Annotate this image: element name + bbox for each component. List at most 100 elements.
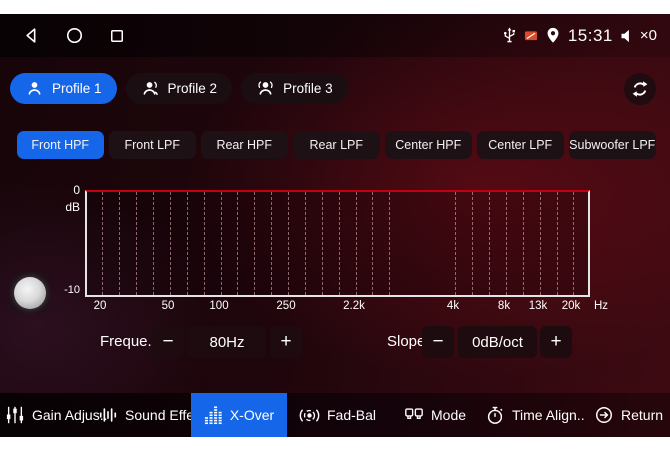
tab-label: Front HPF bbox=[31, 137, 90, 152]
x-axis-ticks: 20 50 100 250 2.2k 4k 8k 13k 20k bbox=[85, 300, 605, 314]
chart-gridline bbox=[254, 192, 255, 295]
x-axis-tick: 20 bbox=[93, 300, 107, 312]
chart-gridline bbox=[372, 192, 373, 295]
chart-gridline bbox=[557, 192, 558, 295]
x-axis-tick: 20k bbox=[561, 300, 581, 312]
frequency-plus-button[interactable]: + bbox=[270, 326, 302, 358]
toolbar-label: Sound Effe.. bbox=[125, 407, 202, 423]
chart-gridline bbox=[489, 192, 490, 295]
chart-gridline bbox=[389, 192, 390, 295]
bottom-toolbar: Gain Adjus.. Sound Effe.. bbox=[0, 393, 670, 437]
tab-rear-lpf[interactable]: Rear LPF bbox=[293, 131, 380, 159]
x-axis-tick: 13k bbox=[528, 300, 548, 312]
chart-gridline bbox=[119, 192, 120, 295]
x-axis-tick: 50 bbox=[161, 300, 175, 312]
person-3-icon bbox=[256, 79, 275, 98]
refresh-icon bbox=[630, 79, 650, 99]
chart-gridline bbox=[237, 192, 238, 295]
toolbar-item-gain-adjust[interactable]: Gain Adjus.. bbox=[5, 393, 108, 437]
toolbar-item-return[interactable]: Return bbox=[594, 393, 663, 437]
frequency-label: Freque.. bbox=[100, 333, 156, 350]
tab-profile-3[interactable]: Profile 3 bbox=[241, 73, 348, 104]
gain-sliders-icon bbox=[5, 405, 25, 425]
toolbar-label: Fad-Bal bbox=[327, 407, 377, 423]
x-axis-tick: 4k bbox=[446, 300, 460, 312]
tab-label: Rear HPF bbox=[216, 137, 273, 152]
reset-button[interactable] bbox=[624, 73, 656, 105]
usb-icon bbox=[502, 26, 517, 45]
tab-front-lpf[interactable]: Front LPF bbox=[109, 131, 196, 159]
tab-front-hpf[interactable]: Front HPF bbox=[17, 131, 104, 159]
recents-icon[interactable] bbox=[108, 27, 126, 45]
clock: 15:31 bbox=[567, 25, 613, 45]
tab-rear-hpf[interactable]: Rear HPF bbox=[201, 131, 288, 159]
x-axis-tick: 250 bbox=[276, 300, 296, 312]
tab-label: Front LPF bbox=[124, 137, 181, 152]
toolbar-item-time-align[interactable]: Time Align.. bbox=[485, 393, 585, 437]
y-axis-label-minus10: -10 bbox=[64, 284, 80, 296]
profile-tabs: Profile 1 Profile 2 bbox=[10, 73, 348, 104]
slope-value: 0dB/oct bbox=[458, 326, 537, 358]
chart-gridline bbox=[305, 192, 306, 295]
stopwatch-icon bbox=[485, 405, 505, 425]
y-axis-label-0: 0 bbox=[73, 183, 80, 197]
tab-profile-2[interactable]: Profile 2 bbox=[125, 73, 233, 104]
chart-gridline bbox=[136, 192, 137, 295]
chart-gridline bbox=[455, 192, 456, 295]
fader-balance-icon bbox=[299, 405, 320, 426]
y-axis-unit: dB bbox=[65, 200, 80, 214]
crossover-filter-tabs: Front HPF Front LPF Rear HPF Rear LPF Ce… bbox=[17, 131, 656, 159]
chart-gridline bbox=[339, 192, 340, 295]
chart-gridline bbox=[472, 192, 473, 295]
status-icons: 15:31 ×0 bbox=[502, 14, 657, 57]
frequency-minus-button[interactable]: − bbox=[152, 326, 184, 358]
frequency-response-plot bbox=[85, 190, 590, 297]
slope-minus-button[interactable]: − bbox=[422, 326, 454, 358]
x-axis-unit: Hz bbox=[594, 300, 609, 312]
chart-gridline bbox=[187, 192, 188, 295]
android-nav-buttons bbox=[22, 14, 126, 57]
x-axis-tick: 100 bbox=[209, 300, 229, 312]
volume-level: ×0 bbox=[639, 27, 657, 44]
tab-label: Rear LPF bbox=[309, 137, 364, 152]
tab-label: Profile 2 bbox=[167, 81, 218, 96]
chart-gridline bbox=[102, 192, 103, 295]
chart-gridline bbox=[322, 192, 323, 295]
x-axis-tick: 8k bbox=[497, 300, 511, 312]
chart-gridline bbox=[573, 192, 574, 295]
slope-plus-button[interactable]: + bbox=[540, 326, 572, 358]
toolbar-item-sound-effects[interactable]: Sound Effe.. bbox=[98, 393, 202, 437]
toolbar-item-xover[interactable]: X-Over bbox=[191, 393, 287, 437]
home-icon[interactable] bbox=[65, 26, 84, 45]
person-2-icon bbox=[141, 79, 160, 98]
location-icon bbox=[545, 26, 561, 45]
toolbar-label: Mode bbox=[431, 407, 467, 423]
back-icon[interactable] bbox=[22, 26, 41, 45]
chart-gridline bbox=[170, 192, 171, 295]
chart-gridline bbox=[523, 192, 524, 295]
sound-wave-icon bbox=[98, 405, 118, 425]
tab-profile-1[interactable]: Profile 1 bbox=[10, 73, 117, 104]
chart-gridline bbox=[153, 192, 154, 295]
toolbar-label: X-Over bbox=[229, 407, 275, 423]
mute-speaker-icon bbox=[620, 28, 633, 44]
head-unit-screen: 15:31 ×0 Profile 1 bbox=[0, 14, 670, 437]
tab-label: Profile 1 bbox=[52, 81, 102, 96]
chart-gridline bbox=[271, 192, 272, 295]
toolbar-item-mode[interactable]: Mode bbox=[404, 393, 466, 437]
chart-gridline bbox=[506, 192, 507, 295]
toolbar-label: Gain Adjus.. bbox=[32, 407, 108, 423]
mode-icon bbox=[404, 405, 424, 425]
tab-center-hpf[interactable]: Center HPF bbox=[385, 131, 472, 159]
return-arrow-icon bbox=[594, 405, 614, 425]
chart-gridline bbox=[540, 192, 541, 295]
toolbar-item-fad-bal[interactable]: Fad-Bal bbox=[299, 393, 376, 437]
rotary-knob-container bbox=[10, 272, 50, 314]
chart-gridline bbox=[356, 192, 357, 295]
rotary-knob[interactable] bbox=[14, 277, 46, 309]
tab-label: Center LPF bbox=[488, 137, 553, 152]
slope-label: Slope bbox=[387, 333, 426, 350]
tab-subwoofer-lpf[interactable]: Subwoofer LPF bbox=[569, 131, 656, 159]
tab-center-lpf[interactable]: Center LPF bbox=[477, 131, 564, 159]
chart-gridline bbox=[204, 192, 205, 295]
